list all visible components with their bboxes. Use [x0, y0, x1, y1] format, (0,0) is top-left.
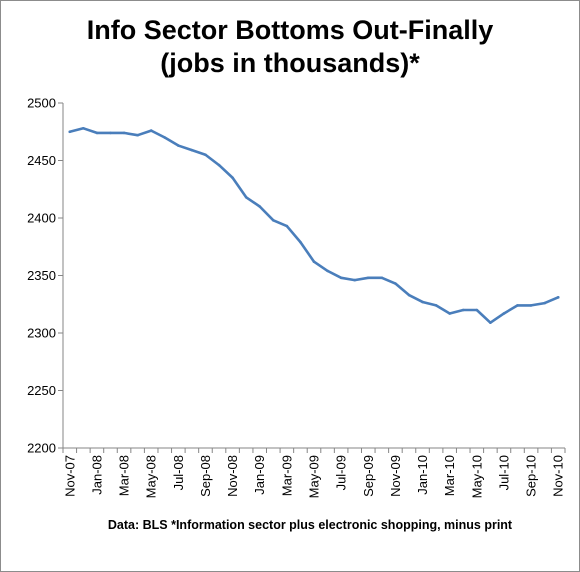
x-tick-label: Sep-09	[361, 455, 376, 497]
chart-title: Info Sector Bottoms Out-Finally (jobs in…	[0, 14, 580, 80]
y-tick-label: 2300	[27, 326, 56, 341]
data-point	[380, 276, 384, 280]
x-tick-label: Mar-10	[442, 455, 457, 496]
x-tick-label: May-09	[307, 455, 322, 498]
data-point	[82, 127, 85, 130]
data-point	[312, 260, 316, 264]
data-point	[407, 293, 411, 297]
data-point	[163, 136, 167, 139]
data-point	[326, 269, 329, 273]
y-tick-label: 2350	[27, 268, 56, 283]
x-tick-label: May-10	[469, 455, 484, 498]
chart-title-line-1: Info Sector Bottoms Out-Finally	[86, 15, 494, 45]
x-tick-label: Jul-08	[171, 455, 186, 490]
x-tick-label: Jan-08	[89, 455, 104, 495]
data-point	[285, 224, 289, 228]
y-tick-label: 2500	[27, 96, 56, 111]
x-tick-label: Jul-09	[334, 455, 349, 490]
data-point	[516, 304, 519, 307]
y-tick-label: 2400	[27, 211, 56, 226]
data-point	[543, 301, 546, 305]
data-point	[394, 282, 397, 285]
x-tick-label: Jul-10	[496, 455, 511, 490]
data-point	[448, 312, 451, 315]
x-tick-label: May-08	[144, 455, 159, 498]
x-tick-label: Mar-08	[117, 455, 132, 496]
data-point	[461, 308, 465, 312]
data-point	[244, 196, 248, 199]
x-tick-label: Nov-09	[388, 455, 403, 497]
data-point	[190, 148, 194, 152]
chart-title-line-2: (jobs in thousands)*	[160, 48, 420, 78]
x-tick-label: Nov-08	[225, 455, 240, 497]
data-point	[136, 133, 139, 137]
x-tick-label: Jan-09	[252, 455, 267, 495]
series-group	[68, 127, 560, 324]
data-point	[353, 278, 357, 282]
data-point	[149, 129, 153, 132]
data-point	[258, 205, 262, 208]
data-point	[68, 130, 72, 134]
data-point	[217, 163, 221, 167]
data-point	[475, 308, 479, 312]
y-tick-label: 2450	[27, 153, 56, 168]
data-point	[109, 131, 112, 135]
x-tick-label: Nov-10	[551, 455, 566, 497]
y-axis: 2200 2250 2300 2350 2400 2450 2500	[27, 96, 64, 456]
x-tick-label: Sep-08	[198, 455, 213, 497]
data-point	[421, 300, 424, 304]
data-point	[177, 144, 180, 147]
data-point	[204, 153, 207, 157]
chart-footnote: Data: BLS *Information sector plus elect…	[107, 518, 513, 532]
y-tick-label: 2250	[27, 383, 56, 398]
y-tick-label: 2200	[27, 441, 56, 456]
data-point	[339, 276, 343, 280]
data-point	[231, 176, 234, 180]
data-point	[299, 240, 302, 244]
x-tick-label: Jan-10	[415, 455, 430, 495]
data-point	[556, 296, 560, 299]
x-axis: Nov-07 Jan-08 Mar-08 May-08 Jul-08 Sep-08 Nov-…	[62, 447, 566, 498]
data-point	[529, 304, 533, 307]
series-line	[68, 127, 560, 324]
data-point	[434, 304, 438, 307]
data-point	[489, 321, 492, 324]
data-point	[95, 131, 99, 135]
x-tick-label: Nov-07	[62, 455, 77, 497]
data-point	[122, 131, 126, 135]
data-point	[366, 276, 370, 280]
x-tick-label: Sep-10	[524, 455, 539, 497]
data-point	[502, 312, 506, 315]
x-tick-label: Mar-09	[279, 455, 294, 496]
data-point	[271, 219, 275, 222]
